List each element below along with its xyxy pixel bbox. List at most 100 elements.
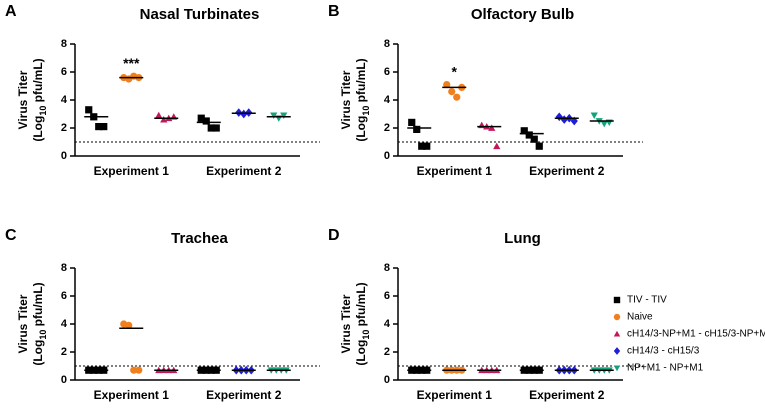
x-tick-label: Experiment 1 <box>417 164 493 178</box>
y-tick-label: 2 <box>61 346 67 358</box>
data-point <box>85 106 93 114</box>
chart-title: Lung <box>504 230 541 247</box>
y-tick-label: 6 <box>384 290 390 302</box>
y-label-line: Virus Titer <box>16 294 30 353</box>
y-label-part: pfu/mL) <box>31 282 45 329</box>
x-tick-label: Experiment 1 <box>94 388 170 402</box>
data-point <box>135 366 143 374</box>
y-label-part: (Log <box>354 340 368 366</box>
y-tick-label: 4 <box>384 94 391 106</box>
data-point <box>207 124 215 132</box>
data-point <box>125 321 133 329</box>
data-point <box>413 125 421 133</box>
y-tick-label: 4 <box>384 318 391 330</box>
data-point <box>202 117 210 125</box>
y-label-line: Virus Titer <box>339 294 353 353</box>
legend-label: NP+M1 - NP+M1 <box>627 363 704 374</box>
y-label-line: Virus Titer <box>339 70 353 129</box>
data-point <box>493 142 501 150</box>
legend-marker <box>613 365 621 372</box>
panel-label: D <box>328 227 340 244</box>
chart-title: Olfactory Bulb <box>471 6 574 23</box>
y-label-line: Virus Titer <box>16 70 30 129</box>
y-label-line: (Log10 pfu/mL) <box>31 282 48 365</box>
panel-label: C <box>5 227 17 244</box>
y-label-part: (Log <box>31 340 45 366</box>
legend-label: cH14/3 - cH15/3 <box>627 346 700 357</box>
data-point <box>197 114 205 122</box>
data-point <box>423 142 431 150</box>
data-point <box>408 118 416 126</box>
y-label-sub: 10 <box>38 330 48 340</box>
x-tick-label: Experiment 2 <box>529 164 605 178</box>
chart-title: Trachea <box>171 230 228 247</box>
data-point <box>600 120 608 128</box>
y-tick-label: 8 <box>384 262 390 274</box>
significance-label: *** <box>123 55 140 71</box>
y-tick-label: 4 <box>61 318 68 330</box>
x-tick-label: Experiment 1 <box>94 164 170 178</box>
data-point <box>443 81 451 89</box>
data-point <box>488 124 496 131</box>
x-tick-label: Experiment 2 <box>529 388 605 402</box>
y-label-line: (Log10 pfu/mL) <box>354 282 371 365</box>
y-tick-label: 2 <box>61 122 67 134</box>
y-axis-label: Virus Titer(Log10 pfu/mL) <box>339 282 371 365</box>
y-tick-label: 0 <box>61 150 67 162</box>
data-point <box>530 135 538 143</box>
data-point <box>95 123 103 131</box>
x-tick-label: Experiment 1 <box>417 388 493 402</box>
legend-label: cH14/3-NP+M1 - cH15/3-NP+M1 <box>627 329 765 340</box>
y-tick-label: 6 <box>384 66 390 78</box>
data-point <box>520 127 528 135</box>
data-point <box>270 112 278 119</box>
y-axis-label: Virus Titer(Log10 pfu/mL) <box>339 58 371 141</box>
data-point <box>525 131 533 139</box>
y-label-part: pfu/mL) <box>354 58 368 105</box>
data-point <box>555 112 563 122</box>
data-point <box>212 124 220 132</box>
y-label-line: (Log10 pfu/mL) <box>31 58 48 141</box>
x-tick-label: Experiment 2 <box>206 164 282 178</box>
y-label-sub: 10 <box>361 330 371 340</box>
legend-label: Naive <box>627 312 653 323</box>
legend-marker <box>613 313 621 321</box>
y-label-part: pfu/mL) <box>31 58 45 105</box>
y-label-line: (Log10 pfu/mL) <box>354 58 371 141</box>
data-point <box>570 116 578 126</box>
legend-marker <box>613 347 621 355</box>
y-tick-label: 6 <box>61 290 67 302</box>
y-tick-label: 2 <box>384 122 390 134</box>
data-point <box>535 142 543 150</box>
y-label-part: (Log <box>354 116 368 142</box>
data-point <box>418 142 426 150</box>
panel-label: A <box>5 3 17 20</box>
data-point <box>590 112 598 119</box>
y-tick-label: 0 <box>61 374 67 386</box>
y-label-part: pfu/mL) <box>354 282 368 329</box>
y-label-sub: 10 <box>361 106 371 116</box>
significance-label: * <box>452 63 458 79</box>
legend-marker <box>613 296 621 304</box>
chart-title: Nasal Turbinates <box>140 6 260 23</box>
y-axis-label: Virus Titer(Log10 pfu/mL) <box>16 282 48 365</box>
legend-marker <box>613 330 621 337</box>
data-point <box>130 366 138 374</box>
y-tick-label: 0 <box>384 150 390 162</box>
x-tick-label: Experiment 2 <box>206 388 282 402</box>
y-tick-label: 8 <box>384 38 390 50</box>
y-label-sub: 10 <box>38 106 48 116</box>
y-tick-label: 2 <box>384 346 390 358</box>
data-point <box>453 93 461 101</box>
y-tick-label: 8 <box>61 38 67 50</box>
data-point <box>155 111 163 119</box>
y-label-part: (Log <box>31 116 45 142</box>
y-tick-label: 0 <box>384 374 390 386</box>
data-point <box>448 88 456 96</box>
data-point <box>560 115 568 124</box>
panel-label: B <box>328 3 340 20</box>
y-tick-label: 4 <box>61 94 68 106</box>
legend-label: TIV - TIV <box>627 295 667 306</box>
data-point <box>100 123 108 131</box>
